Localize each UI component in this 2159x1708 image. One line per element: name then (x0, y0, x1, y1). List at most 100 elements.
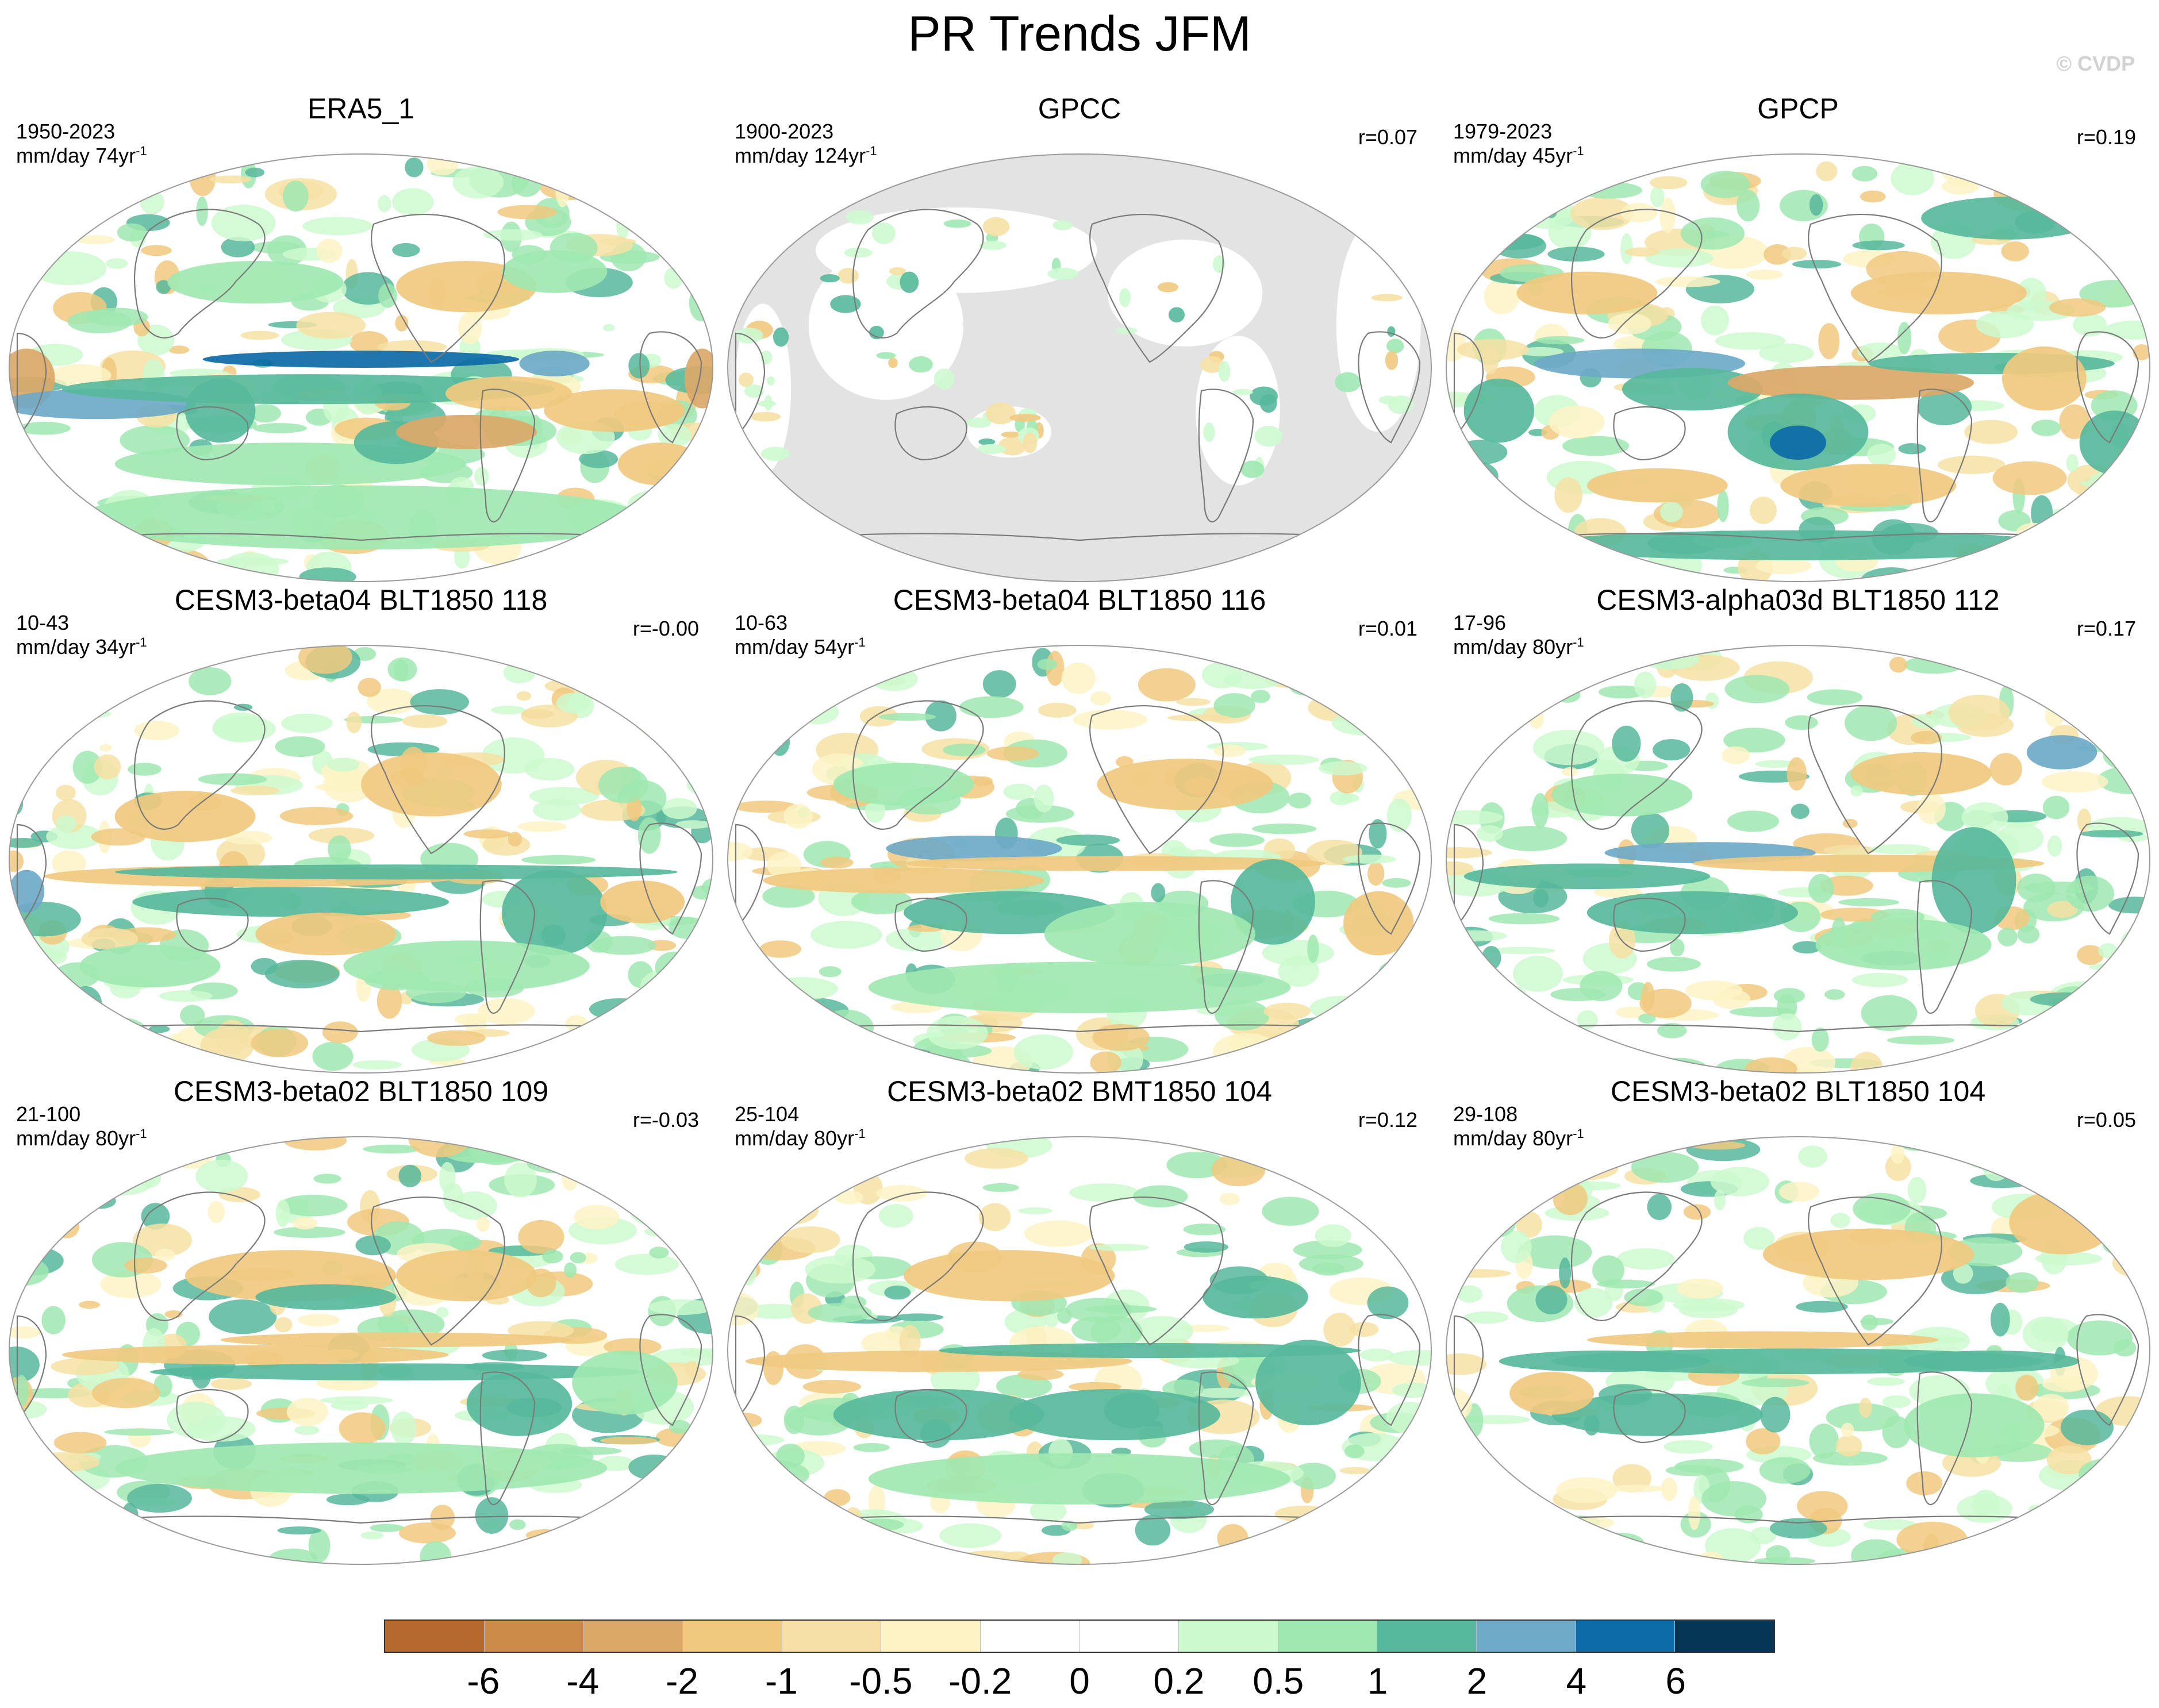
panel-units: mm/day 80yr-1 (16, 1126, 147, 1151)
colorbar-tick-label: 0.5 (1253, 1660, 1304, 1702)
colorbar-tick-label: 2 (1466, 1660, 1488, 1702)
colorbar-tick-label: 0.2 (1153, 1660, 1205, 1702)
colorbar-tick-label: -4 (566, 1660, 600, 1702)
colorbar-box (1079, 1621, 1179, 1652)
colorbar-tick-label: 1 (1367, 1660, 1388, 1702)
panel-years: 1950-2023 (16, 120, 116, 143)
map-outline (727, 645, 1432, 1074)
colorbar-box (979, 1621, 1080, 1652)
panel-years: 1900-2023 (735, 120, 834, 143)
colorbar-box (1476, 1621, 1576, 1652)
units-text: mm/day 80yr (1453, 1126, 1573, 1150)
units-text: mm/day 124yr (735, 144, 866, 167)
map-panel: CESM3-beta02 BMT1850 104 25-104 mm/day 80y… (724, 1075, 1435, 1565)
colorbar-tick-label: -0.5 (849, 1660, 913, 1702)
units-text: mm/day 80yr (1453, 635, 1573, 659)
world-map (727, 645, 1432, 1074)
panel-units: mm/day 80yr-1 (1453, 635, 1584, 659)
panel-years: 29-108 (1453, 1102, 1518, 1126)
colorbar-box (1674, 1621, 1774, 1652)
map-outline (9, 1136, 713, 1565)
panel-correlation: r=-0.00 (632, 617, 699, 640)
panel-title: CESM3-beta04 BLT1850 116 (893, 584, 1266, 616)
world-map (727, 1136, 1432, 1565)
colorbar-tick-label: 0 (1069, 1660, 1090, 1702)
map-panel: CESM3-beta02 BLT1850 104 29-108 mm/day 80y… (1443, 1075, 2153, 1565)
map-outline (1446, 645, 2150, 1074)
map-outline (9, 645, 713, 1074)
colorbar-box (881, 1621, 980, 1652)
map-outline (9, 153, 713, 582)
units-text: mm/day 80yr (735, 1126, 855, 1150)
map-panel: CESM3-beta02 BLT1850 109 21-100 mm/day 80y… (6, 1075, 716, 1565)
units-exponent: -1 (854, 1126, 866, 1141)
panel-units: mm/day 80yr-1 (1453, 1126, 1584, 1151)
map-panel: CESM3-beta04 BLT1850 118 10-43 mm/day 34yr… (6, 583, 716, 1074)
panel-units: mm/day 80yr-1 (735, 1126, 866, 1151)
world-map (1446, 1136, 2150, 1565)
panel-years: 10-43 (16, 611, 70, 634)
panel-years: 25-104 (735, 1102, 800, 1126)
world-map (9, 645, 713, 1074)
colorbar-box (781, 1621, 881, 1652)
map-panel: CESM3-beta04 BLT1850 116 10-63 mm/day 54yr… (724, 583, 1435, 1074)
panel-correlation: r=0.05 (2076, 1108, 2136, 1132)
units-exponent: -1 (866, 144, 877, 158)
map-panel: CESM3-alpha03d BLT1850 112 17-96 mm/day 80… (1443, 583, 2153, 1074)
panel-correlation: r=0.19 (2076, 125, 2136, 149)
panel-title: CESM3-beta02 BMT1850 104 (887, 1075, 1272, 1107)
panel-correlation: r=-0.03 (632, 1108, 699, 1132)
units-exponent: -1 (136, 635, 147, 649)
panel-years: 21-100 (16, 1102, 81, 1126)
units-exponent: -1 (1573, 144, 1584, 158)
colorbar-tick-label: -2 (666, 1660, 699, 1702)
trend-field (728, 1137, 1431, 1564)
map-outline (1446, 1136, 2150, 1565)
colorbar-tick-label: 6 (1665, 1660, 1686, 1702)
panel-units: mm/day 45yr-1 (1453, 144, 1584, 168)
panel-correlation: r=0.01 (1358, 617, 1417, 640)
colorbar-tick-label: -1 (765, 1660, 798, 1702)
trend-field (728, 154, 1431, 582)
world-map (9, 1136, 713, 1565)
panel-title: CESM3-alpha03d BLT1850 112 (1596, 584, 2000, 616)
units-exponent: -1 (136, 1126, 147, 1141)
colorbar-box (1575, 1621, 1675, 1652)
units-text: mm/day 74yr (16, 144, 136, 167)
units-text: mm/day 45yr (1453, 144, 1573, 167)
panel-units: mm/day 34yr-1 (16, 635, 147, 659)
panel-title: CESM3-beta04 BLT1850 118 (174, 584, 548, 616)
panel-title: GPCC (1038, 93, 1121, 125)
map-panel: GPCP 1979-2023 mm/day 45yr-1 r=0.19 (1443, 92, 2153, 582)
map-outline (727, 153, 1432, 582)
main-title: PR Trends JFM (908, 6, 1251, 61)
units-exponent: -1 (854, 635, 866, 649)
panel-units: mm/day 54yr-1 (735, 635, 866, 659)
panel-correlation: r=0.07 (1358, 125, 1417, 149)
colorbar (384, 1619, 1775, 1653)
colorbar-tick-label: -0.2 (948, 1660, 1012, 1702)
panel-units: mm/day 74yr-1 (16, 144, 147, 168)
colorbar-box (1178, 1621, 1278, 1652)
world-map (1446, 645, 2150, 1074)
units-text: mm/day 80yr (16, 1126, 136, 1150)
panel-units: mm/day 124yr-1 (735, 144, 877, 168)
colorbar-box (583, 1621, 682, 1652)
units-exponent: -1 (1573, 635, 1584, 649)
colorbar-box (483, 1621, 583, 1652)
world-map (727, 153, 1432, 582)
colorbar-box (1277, 1621, 1377, 1652)
panel-correlation: r=0.12 (1358, 1108, 1417, 1132)
units-text: mm/day 54yr (735, 635, 855, 659)
panel-years: 17-96 (1453, 611, 1507, 634)
colorbar-tick-label: -6 (467, 1660, 500, 1702)
trend-field (9, 1137, 713, 1564)
colorbar-box (682, 1621, 782, 1652)
colorbar-box (1377, 1621, 1477, 1652)
trend-field (1446, 1137, 2150, 1564)
panel-title: GPCP (1757, 93, 1839, 125)
units-text: mm/day 34yr (16, 635, 136, 659)
panel-years: 1979-2023 (1453, 120, 1553, 143)
units-exponent: -1 (136, 144, 147, 158)
panel-title: CESM3-beta02 BLT1850 104 (1610, 1075, 1986, 1107)
